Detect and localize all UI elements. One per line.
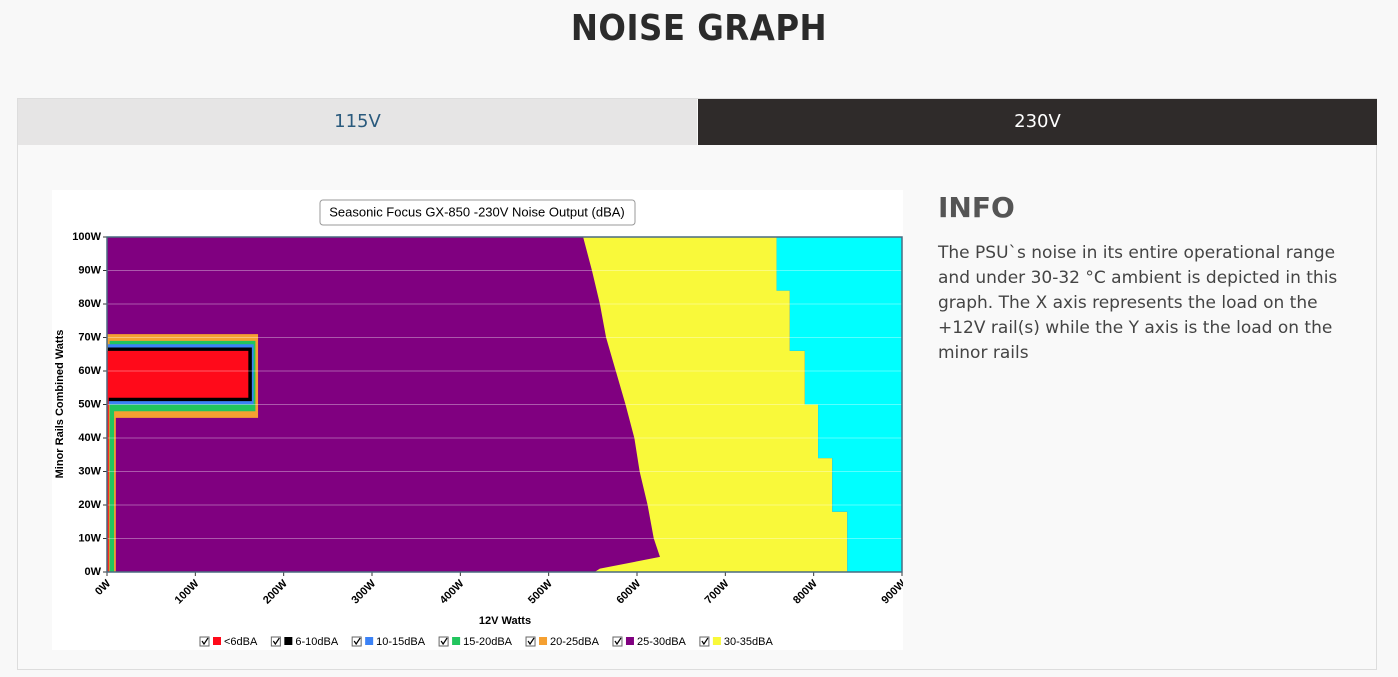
y-tick-label: 100W [72,231,101,243]
legend-item[interactable]: 10-15dBA [351,636,426,648]
legend-checkbox [351,636,362,647]
legend-item[interactable]: 6-10dBA [270,636,339,648]
x-tick-label: 400W [438,577,467,606]
legend-check [701,637,709,646]
x-tick-label: 800W [791,577,820,606]
x-tick-label: 500W [526,577,555,606]
x-tick-label: 200W [261,577,290,606]
legend-swatch [284,637,293,645]
x-tick-label: 300W [349,577,378,606]
legend-label: <6dBA [224,636,258,648]
y-tick-label: 60W [78,365,101,377]
y-tick-label: 90W [78,264,101,276]
title-box [319,199,636,226]
legend-swatch [539,637,548,645]
y-tick-label: 10W [78,532,101,544]
plot-frame [106,236,903,573]
x-tick-label: 0W [93,577,114,598]
x-tick-label: 600W [614,577,643,606]
legend-label: 15-20dBA [463,636,513,648]
y-axis-label: Minor Rails Combined Watts [54,330,66,479]
legend-swatch [625,637,634,645]
legend-item[interactable]: 30-35dBA [699,636,774,648]
y-tick-label: 20W [78,499,101,511]
legend-item[interactable]: 20-25dBA [525,636,600,648]
y-tick-label: 80W [78,298,101,310]
x-tick-label: 100W [173,577,202,606]
info-text: The PSU`s noise in its entire operationa… [938,243,1338,363]
legend-checkbox [699,636,710,647]
legend-checkbox [525,636,536,647]
y-tick-label: 70W [78,331,101,343]
tab[interactable]: 115V [18,99,697,145]
tab[interactable]: 230V [698,99,1377,145]
legend-label: 10-15dBA [376,636,426,648]
legend-check [353,637,361,646]
legend-item[interactable]: 15-20dBA [438,636,513,648]
legend-checkbox [199,636,210,647]
legend-check [201,637,209,646]
page-title: NOISE GRAPH [570,8,828,49]
legend-checkbox [270,636,281,647]
info-title: INFO [938,191,1015,224]
legend-item[interactable]: 25-30dBA [612,636,687,648]
legend-swatch [365,637,374,645]
x-tick-label: 900W [879,577,903,606]
y-tick-label: 50W [78,398,101,410]
x-axis-label: 12V Watts [479,615,531,627]
legend-check [440,637,448,646]
legend-label: 25-30dBA [637,636,687,648]
noise-region [776,237,902,572]
x-tick-label: 700W [703,577,732,606]
chart: Seasonic Focus GX-850 -230V Noise Output… [52,190,903,650]
noise-region [583,237,848,572]
legend-check [272,637,280,646]
legend-swatch [452,637,461,645]
noise-region [107,350,249,572]
legend-checkbox [612,636,623,647]
y-tick-label: 0W [85,566,102,578]
legend-label: 20-25dBA [550,636,600,648]
legend-check [614,637,622,646]
y-tick-label: 40W [78,432,101,444]
legend-label: 30-35dBA [724,636,774,648]
legend-swatch [213,637,221,645]
legend-item[interactable]: <6dBA [199,636,258,648]
chart-title: Seasonic Focus GX-850 -230V Noise Output… [329,204,625,219]
legend-swatch [712,637,721,645]
legend-label: 6-10dBA [295,636,338,648]
legend-checkbox [438,636,449,647]
y-tick-label: 30W [78,465,101,477]
legend-check [527,637,535,646]
